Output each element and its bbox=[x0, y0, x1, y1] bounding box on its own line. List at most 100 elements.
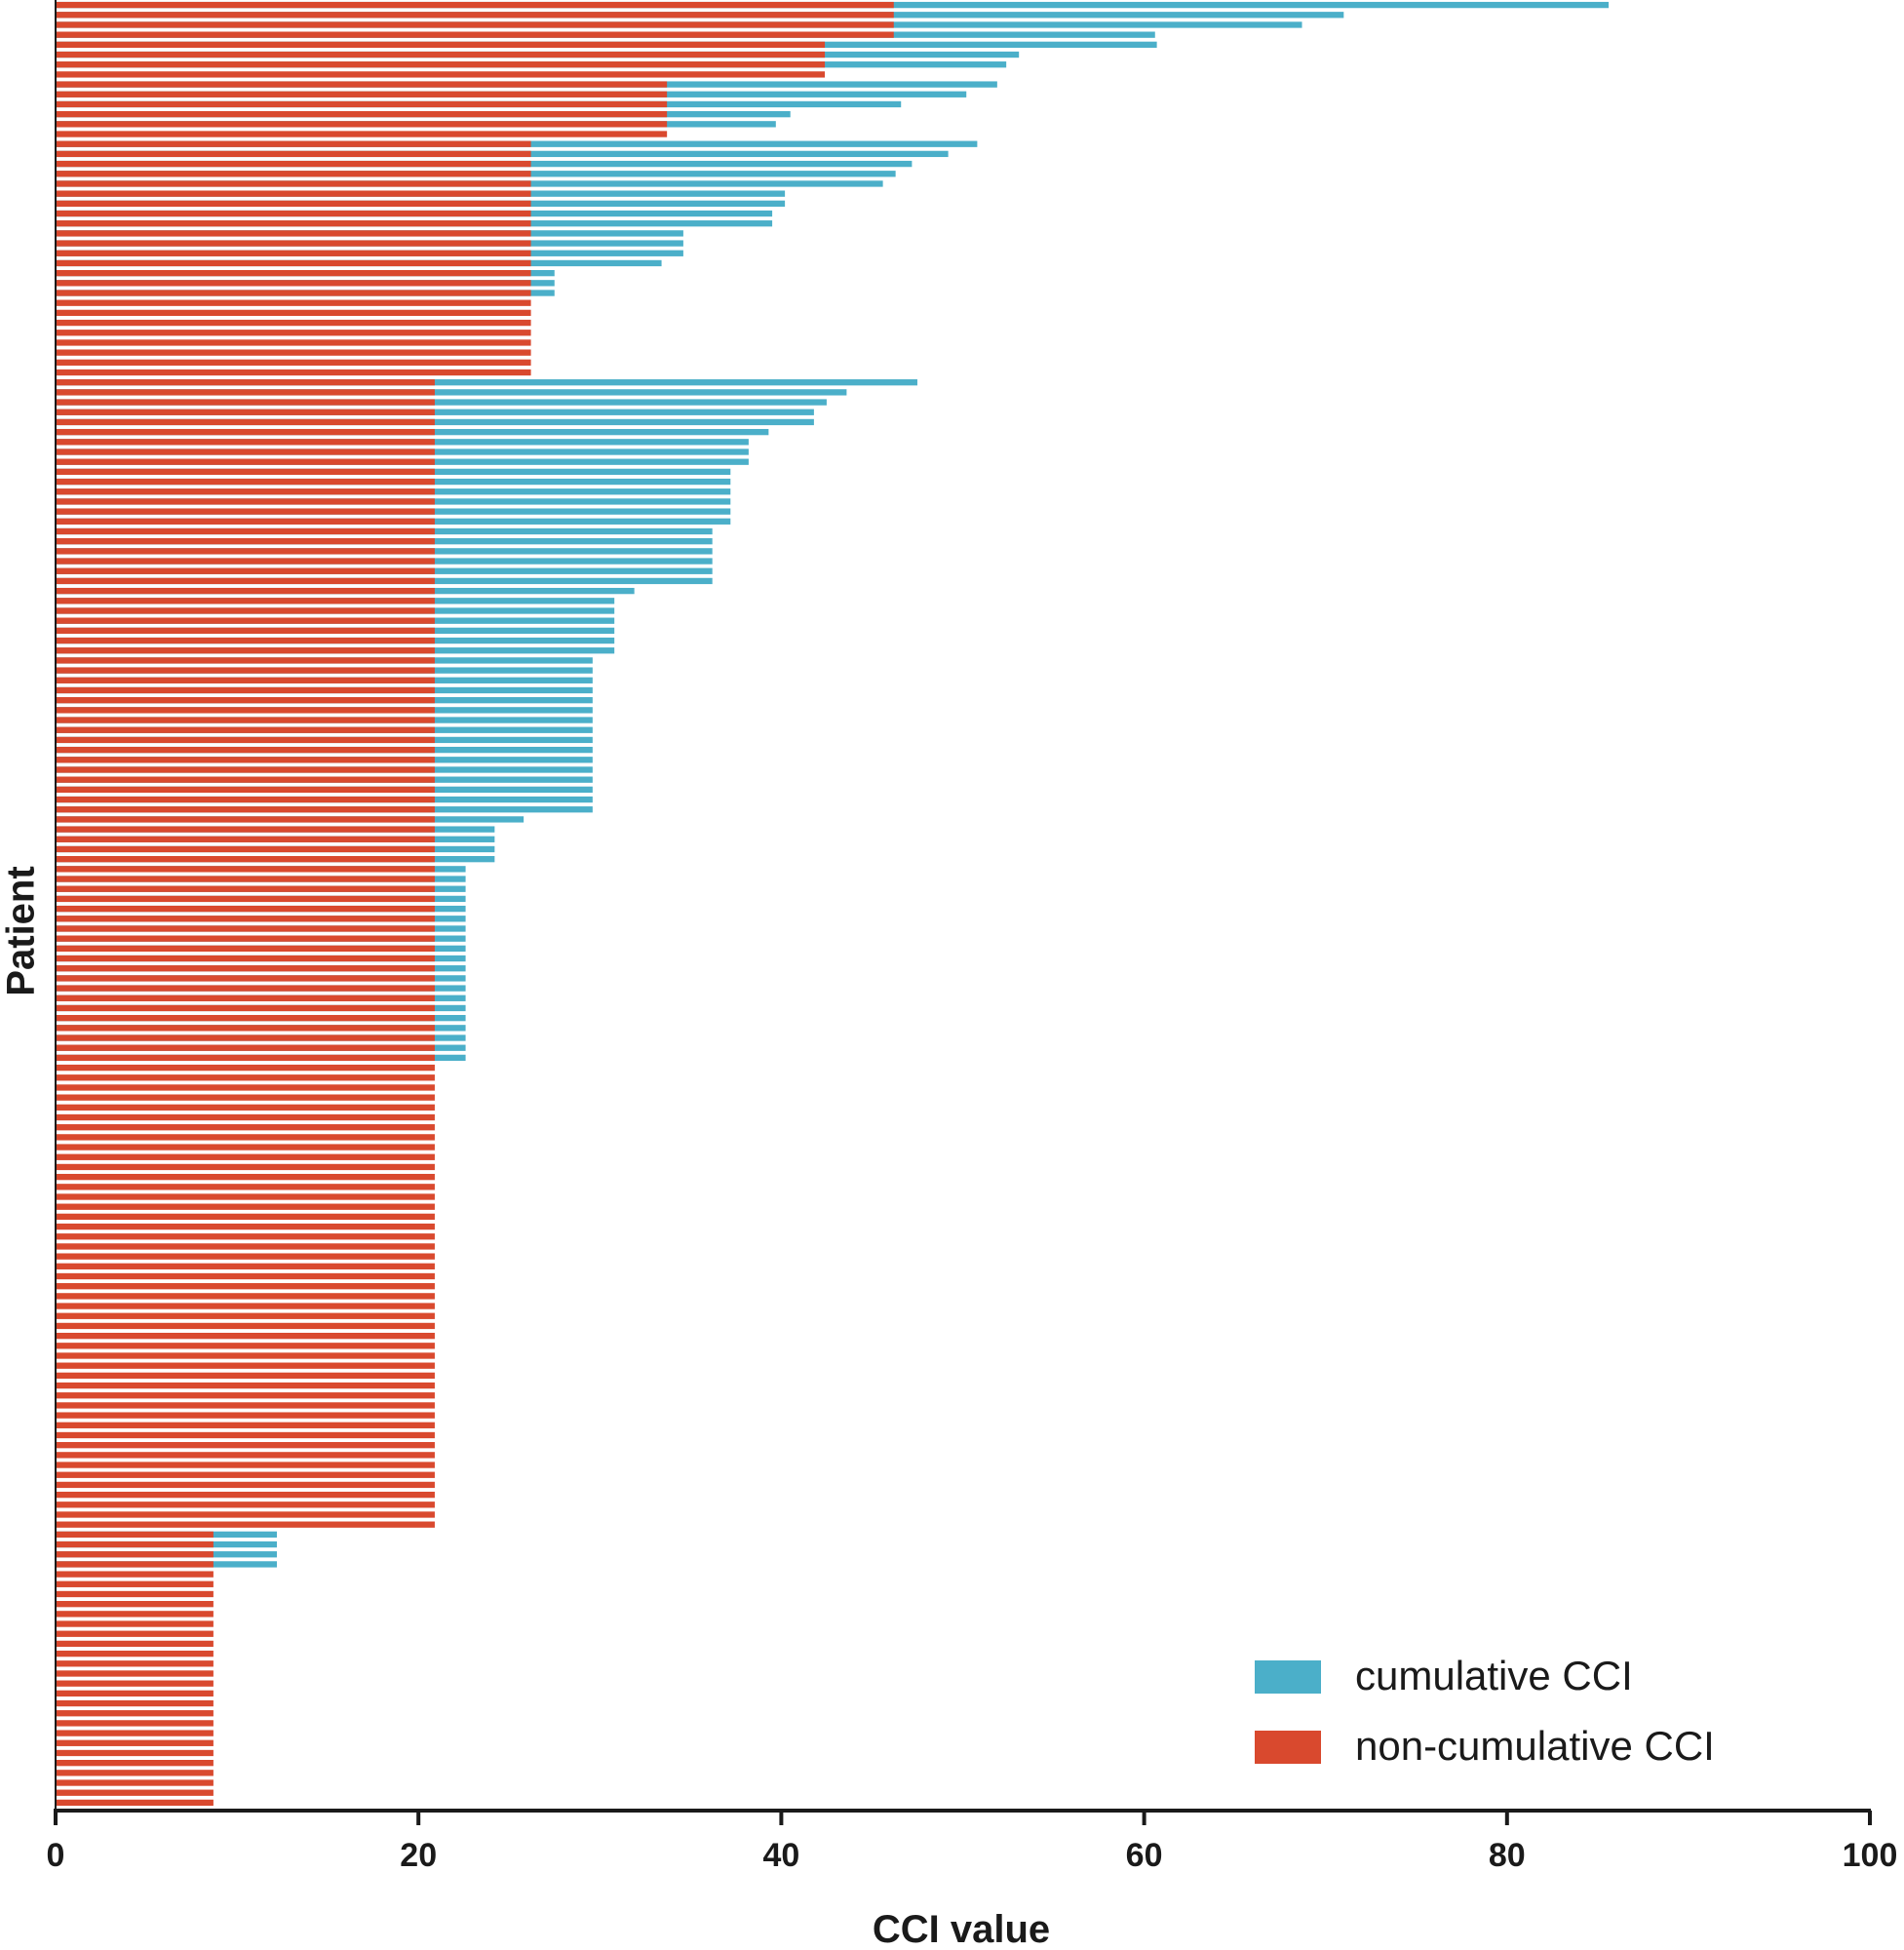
bar-noncumulative bbox=[56, 339, 531, 346]
bar-noncumulative bbox=[56, 409, 435, 415]
bar-noncumulative bbox=[56, 1580, 214, 1587]
x-axis-ticks: 0 20 40 60 80 100 bbox=[47, 1811, 1898, 1874]
bar-noncumulative bbox=[56, 667, 435, 674]
bar-noncumulative bbox=[56, 1124, 435, 1131]
bar-noncumulative bbox=[56, 1412, 435, 1419]
bar-noncumulative bbox=[56, 31, 894, 38]
bar-noncumulative bbox=[56, 598, 435, 604]
bar-noncumulative bbox=[56, 180, 531, 187]
bar-noncumulative bbox=[56, 985, 435, 992]
bar-noncumulative bbox=[56, 994, 435, 1001]
bar-noncumulative bbox=[56, 220, 531, 227]
bar-noncumulative bbox=[56, 1710, 214, 1717]
bar-noncumulative bbox=[56, 61, 826, 68]
bar-noncumulative bbox=[56, 1153, 435, 1160]
bar-noncumulative bbox=[56, 1640, 214, 1648]
bar-noncumulative bbox=[56, 1431, 435, 1439]
bar-noncumulative bbox=[56, 280, 531, 287]
bar-noncumulative bbox=[56, 150, 531, 158]
bar-noncumulative bbox=[56, 91, 668, 98]
bar-noncumulative bbox=[56, 1054, 435, 1062]
bar-noncumulative bbox=[56, 1352, 435, 1359]
bar-noncumulative bbox=[56, 1223, 435, 1230]
bar-noncumulative bbox=[56, 1630, 214, 1637]
legend-label-cumulative: cumulative CCI bbox=[1355, 1653, 1633, 1698]
bar-noncumulative bbox=[56, 319, 531, 327]
bar-noncumulative bbox=[56, 677, 435, 683]
bar-noncumulative bbox=[56, 121, 668, 128]
bar-noncumulative bbox=[56, 171, 531, 177]
bar-noncumulative bbox=[56, 1789, 214, 1796]
x-tick-label: 100 bbox=[1843, 1837, 1898, 1874]
bar-noncumulative bbox=[56, 1213, 435, 1221]
bar-noncumulative bbox=[56, 1540, 214, 1548]
bar-noncumulative bbox=[56, 140, 531, 147]
bar-noncumulative bbox=[56, 389, 435, 396]
bar-noncumulative bbox=[56, 925, 435, 932]
bar-noncumulative bbox=[56, 796, 435, 803]
bar-noncumulative bbox=[56, 587, 435, 595]
bar-noncumulative bbox=[56, 876, 435, 882]
bar-noncumulative bbox=[56, 647, 435, 654]
bar-noncumulative bbox=[56, 717, 435, 723]
bar-noncumulative bbox=[56, 806, 435, 813]
bar-noncumulative bbox=[56, 1362, 435, 1369]
bar-noncumulative bbox=[56, 577, 435, 585]
bar-noncumulative bbox=[56, 1422, 435, 1428]
bar-noncumulative bbox=[56, 1650, 214, 1658]
x-tick-label: 60 bbox=[1126, 1837, 1163, 1874]
bar-noncumulative bbox=[56, 1343, 435, 1349]
bar-noncumulative bbox=[56, 1332, 435, 1340]
bar-noncumulative bbox=[56, 1571, 214, 1578]
bar-noncumulative bbox=[56, 498, 435, 505]
bar-noncumulative bbox=[56, 1551, 214, 1558]
bar-noncumulative bbox=[56, 1680, 214, 1687]
bar-cumulative bbox=[56, 389, 847, 396]
bar-noncumulative bbox=[56, 1203, 435, 1210]
bar-noncumulative bbox=[56, 1611, 214, 1618]
bar-noncumulative bbox=[56, 766, 435, 773]
bar-noncumulative bbox=[56, 508, 435, 515]
bar-noncumulative bbox=[56, 71, 826, 78]
bar-noncumulative bbox=[56, 1094, 435, 1101]
bar-noncumulative bbox=[56, 527, 435, 535]
bar-noncumulative bbox=[56, 1749, 214, 1757]
bar-noncumulative bbox=[56, 290, 531, 296]
bar-noncumulative bbox=[56, 1739, 214, 1746]
bar-noncumulative bbox=[56, 379, 435, 386]
bar-noncumulative bbox=[56, 1253, 435, 1260]
bar-noncumulative bbox=[56, 935, 435, 942]
bar-noncumulative bbox=[56, 259, 531, 267]
bar-noncumulative bbox=[56, 686, 435, 694]
bar-noncumulative bbox=[56, 826, 435, 833]
bar-noncumulative bbox=[56, 1, 894, 9]
bar-noncumulative bbox=[56, 1025, 435, 1032]
bar-noncumulative bbox=[56, 359, 531, 366]
bar-noncumulative bbox=[56, 975, 435, 982]
bar-noncumulative bbox=[56, 538, 435, 545]
bar-noncumulative bbox=[56, 1770, 214, 1776]
x-tick-label: 80 bbox=[1489, 1837, 1526, 1874]
bar-noncumulative bbox=[56, 697, 435, 704]
bar-noncumulative bbox=[56, 1233, 435, 1240]
bar-noncumulative bbox=[56, 1521, 435, 1528]
bar-noncumulative bbox=[56, 518, 435, 525]
bar-noncumulative bbox=[56, 349, 531, 356]
bar-noncumulative bbox=[56, 1312, 435, 1319]
bar-noncumulative bbox=[56, 776, 435, 783]
bar-noncumulative bbox=[56, 1113, 435, 1121]
bar-noncumulative bbox=[56, 1561, 214, 1568]
bar-noncumulative bbox=[56, 439, 435, 446]
bar-noncumulative bbox=[56, 428, 435, 436]
bar-noncumulative bbox=[56, 110, 668, 118]
bar-noncumulative bbox=[56, 399, 435, 406]
bar-noncumulative bbox=[56, 1004, 435, 1012]
bar-noncumulative bbox=[56, 269, 531, 277]
bar-noncumulative bbox=[56, 1462, 435, 1468]
bar-noncumulative bbox=[56, 309, 531, 317]
bar-noncumulative bbox=[56, 1184, 435, 1190]
x-axis-title: CCI value bbox=[873, 1908, 1050, 1950]
bar-noncumulative bbox=[56, 1760, 214, 1767]
bar-noncumulative bbox=[56, 330, 531, 336]
